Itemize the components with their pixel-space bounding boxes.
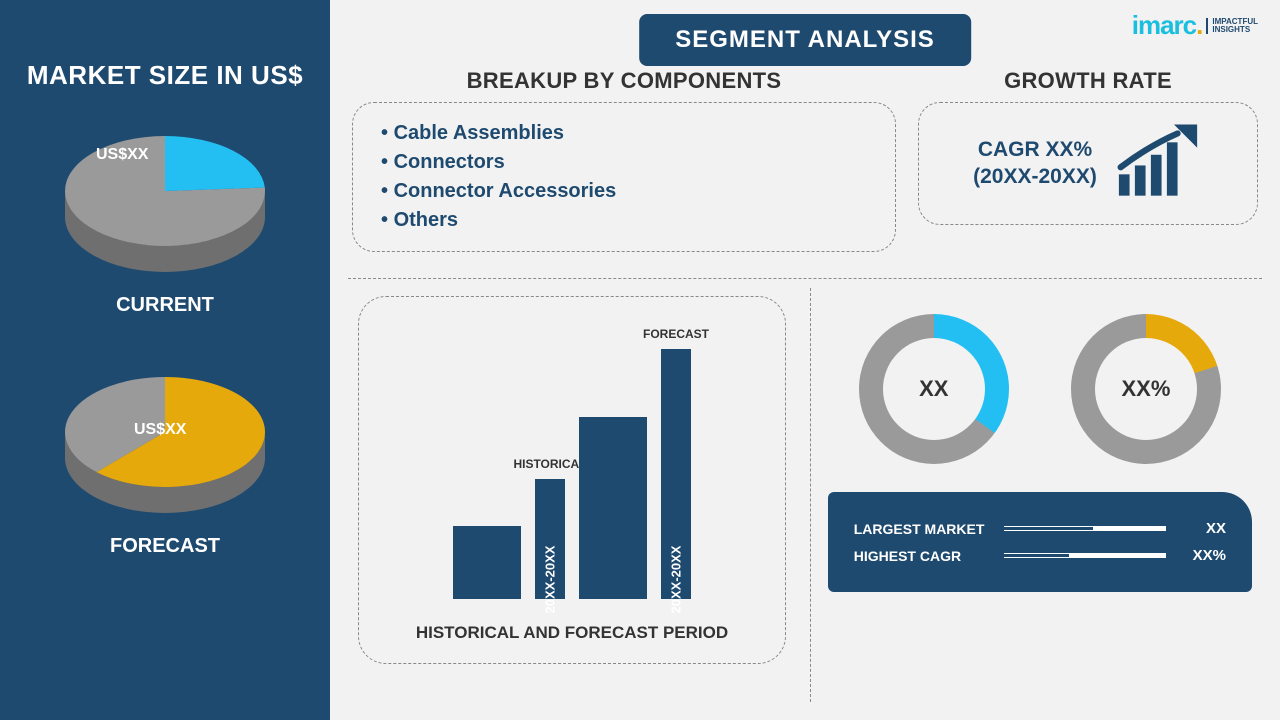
components-section: BREAKUP BY COMPONENTS Cable AssembliesCo… bbox=[352, 68, 896, 252]
kpi-bar bbox=[1004, 526, 1166, 531]
brand-name: imarc. bbox=[1132, 10, 1203, 41]
pie-forecast: US$XX FORECAST bbox=[50, 357, 280, 558]
components-heading: BREAKUP BY COMPONENTS bbox=[352, 68, 896, 94]
bar-inner-label: 20XX-20XX bbox=[669, 546, 684, 614]
kpi-row: HIGHEST CAGR XX% bbox=[854, 547, 1226, 564]
bar-top-label: HISTORICAL bbox=[513, 457, 586, 471]
pie-label: FORECAST bbox=[110, 535, 220, 558]
growth-heading: GROWTH RATE bbox=[918, 68, 1258, 94]
main: SEGMENT ANALYSIS imarc. IMPACTFULINSIGHT… bbox=[330, 0, 1280, 720]
kpi-label: LARGEST MARKET bbox=[854, 521, 1004, 537]
sidebar: MARKET SIZE IN US$ US$XX CURRENT US$XX F… bbox=[0, 0, 330, 720]
pie-value: US$XX bbox=[96, 146, 148, 164]
vertical-divider bbox=[810, 288, 811, 702]
page-title: SEGMENT ANALYSIS bbox=[639, 14, 971, 66]
component-item: Cable Assemblies bbox=[381, 119, 867, 148]
growth-section: GROWTH RATE CAGR XX%(20XX-20XX) bbox=[918, 68, 1258, 252]
kpi-table: LARGEST MARKET XX HIGHEST CAGR XX% bbox=[828, 492, 1252, 592]
pie-label: CURRENT bbox=[116, 294, 214, 317]
kpi-row: LARGEST MARKET XX bbox=[854, 520, 1226, 537]
root: MARKET SIZE IN US$ US$XX CURRENT US$XX F… bbox=[0, 0, 1280, 720]
donut-value: XX bbox=[859, 314, 1009, 464]
right-panel: XX XX% LARGEST MARKET XX HIGHEST CAGR XX… bbox=[828, 296, 1252, 702]
kpi-value: XX% bbox=[1180, 547, 1226, 564]
bar-chart-panel: HISTORICAL20XX-20XXFORECAST20XX-20XX HIS… bbox=[358, 296, 786, 664]
bar-chart-box: HISTORICAL20XX-20XXFORECAST20XX-20XX HIS… bbox=[358, 296, 786, 664]
donut-value: XX% bbox=[1071, 314, 1221, 464]
component-item: Connector Accessories bbox=[381, 177, 867, 206]
bar: FORECAST20XX-20XX bbox=[661, 349, 691, 599]
bar: HISTORICAL20XX-20XX bbox=[535, 479, 565, 599]
horizontal-divider bbox=[348, 278, 1262, 279]
kpi-bar bbox=[1004, 553, 1166, 558]
kpi-value: XX bbox=[1180, 520, 1226, 537]
sidebar-title: MARKET SIZE IN US$ bbox=[27, 60, 303, 91]
bar-inner-label: 20XX-20XX bbox=[543, 546, 558, 614]
bar-top-label: FORECAST bbox=[643, 327, 709, 341]
growth-box: CAGR XX%(20XX-20XX) bbox=[918, 102, 1258, 225]
pie-current: US$XX CURRENT bbox=[50, 116, 280, 317]
growth-text: CAGR XX%(20XX-20XX) bbox=[973, 137, 1097, 190]
brand-logo: imarc. IMPACTFULINSIGHTS bbox=[1132, 10, 1258, 41]
component-item: Others bbox=[381, 206, 867, 235]
brand-tagline: IMPACTFULINSIGHTS bbox=[1206, 18, 1258, 34]
growth-arrow-icon bbox=[1113, 121, 1203, 206]
component-item: Connectors bbox=[381, 148, 867, 177]
donut-0: XX bbox=[859, 314, 1009, 464]
donut-1: XX% bbox=[1071, 314, 1221, 464]
bar bbox=[453, 526, 521, 599]
kpi-label: HIGHEST CAGR bbox=[854, 548, 1004, 564]
components-box: Cable AssembliesConnectorsConnector Acce… bbox=[352, 102, 896, 252]
bar-chart-caption: HISTORICAL AND FORECAST PERIOD bbox=[359, 623, 785, 643]
pie-value: US$XX bbox=[134, 421, 186, 439]
bar bbox=[579, 417, 647, 599]
